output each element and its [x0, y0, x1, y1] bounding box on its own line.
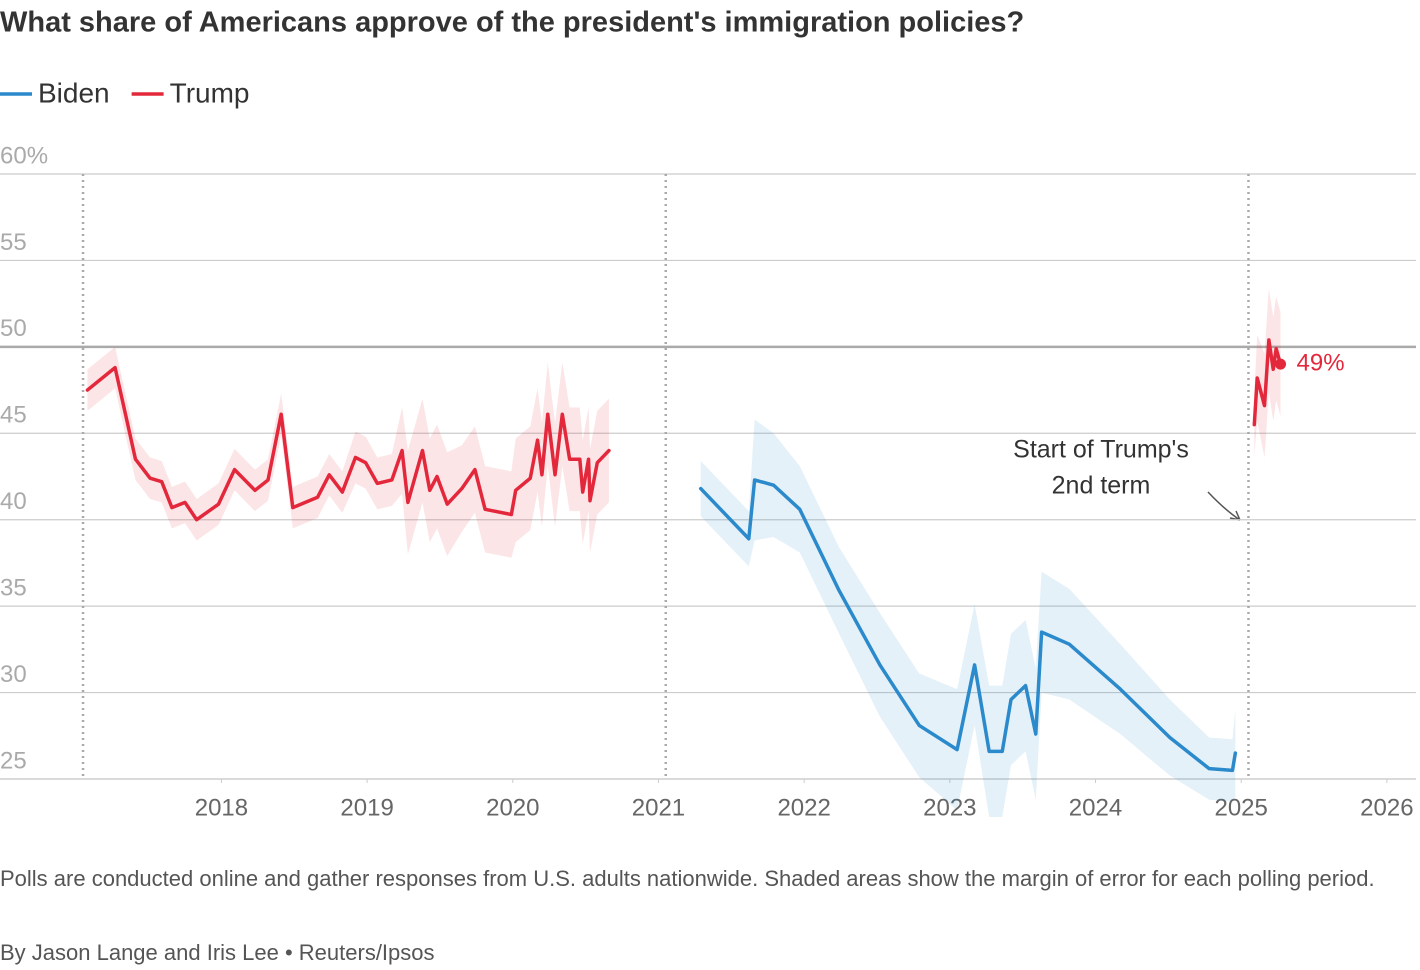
x-tick-label: 2024 — [1069, 794, 1122, 821]
line — [85, 365, 611, 522]
y-tick-label: 40 — [0, 488, 27, 515]
legend-label: Biden — [38, 77, 110, 108]
x-tick-label: 2018 — [195, 794, 248, 821]
grid: 25 30 35 40 45 50 55 60% 2018 2019 2020 2021 2022 202… — [0, 142, 1416, 821]
error-band — [700, 419, 1236, 818]
y-tick-label: 35 — [0, 574, 27, 601]
y-tick-label: 30 — [0, 661, 27, 688]
x-tick-label: 2026 — [1360, 794, 1413, 821]
x-tick-label: 2021 — [632, 794, 685, 821]
x-tick-label: 2023 — [923, 794, 976, 821]
annotation: Start of Trump's — [1013, 436, 1189, 464]
end-point — [1275, 358, 1287, 370]
legend: Biden Trump — [0, 77, 249, 108]
x-tick-label: 2019 — [340, 794, 393, 821]
bands — [87, 288, 1281, 818]
y-tick-label: 50 — [0, 315, 27, 342]
error-band — [87, 346, 609, 558]
line — [1252, 338, 1283, 427]
chart-title: What share of Americans approve of the p… — [0, 7, 1024, 39]
line — [698, 478, 1238, 773]
lines: 49% — [85, 338, 1345, 773]
chart: What share of Americans approve of the p… — [0, 7, 1416, 821]
note: Polls are conducted online and gather re… — [0, 866, 1375, 891]
x-tick-label: 2020 — [486, 794, 539, 821]
legend-label: Trump — [170, 77, 250, 108]
y-tick-label: 45 — [0, 402, 27, 429]
y-tick-label: 60% — [0, 142, 48, 169]
y-tick-label: 25 — [0, 747, 27, 774]
annotation: 2nd term — [1052, 472, 1151, 500]
x-tick-label: 2025 — [1214, 794, 1267, 821]
annotation-arrow — [1207, 491, 1241, 521]
value-label: 49% — [1297, 349, 1345, 376]
y-tick-label: 55 — [0, 229, 27, 256]
x-tick-label: 2022 — [777, 794, 830, 821]
byline: By Jason Lange and Iris Lee • Reuters/Ip… — [0, 940, 435, 965]
